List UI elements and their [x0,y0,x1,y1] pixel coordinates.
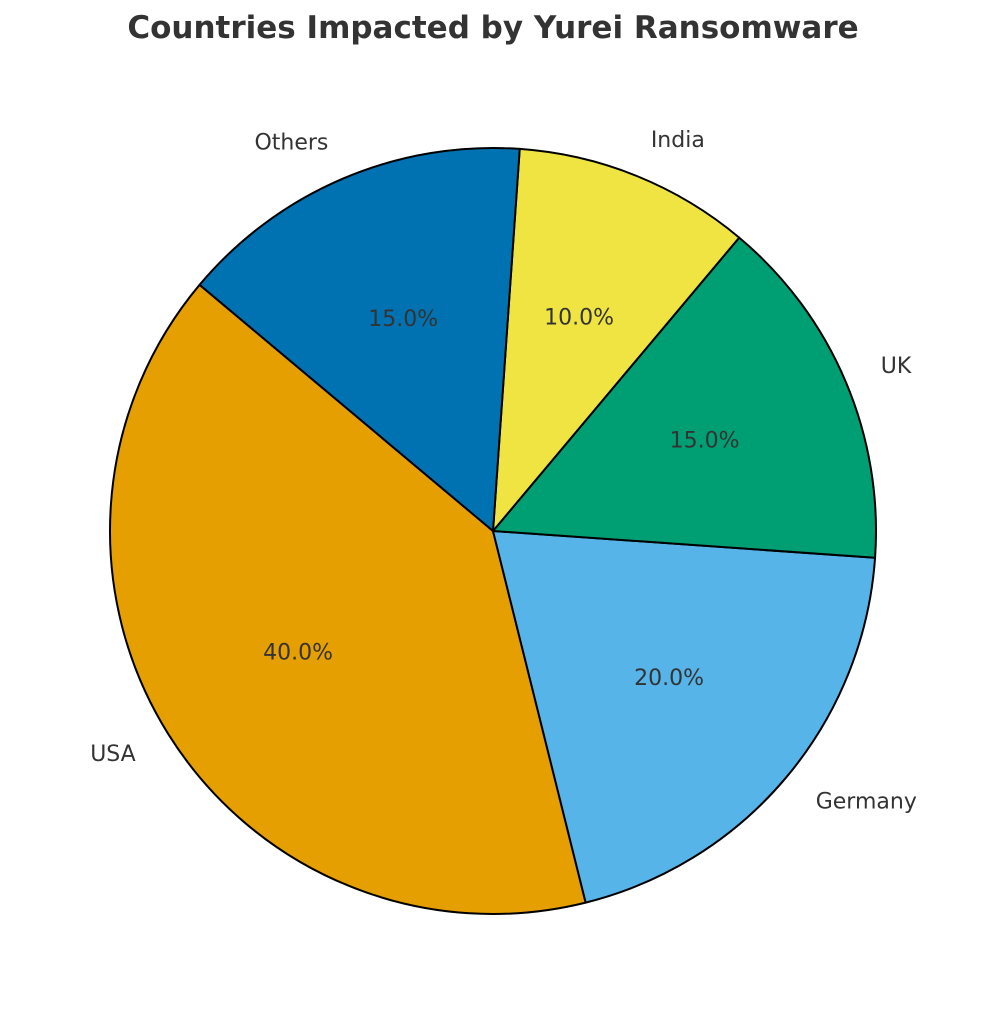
pie-category-label: India [651,128,705,153]
pie-category-labels: USA Germany UK India Others [90,128,917,814]
pie-slice-uk [492,236,877,559]
pie-percent-labels: 40.0% 20.0% 15.0% 10.0% 15.0% [263,305,739,691]
pie-percent-label: 15.0% [670,429,740,454]
pie-percent-label: 10.0% [544,305,614,330]
pie-category-label: USA [90,742,136,767]
pie-percent-label: 40.0% [263,640,333,665]
pie-percent-label: 20.0% [634,666,704,691]
pie-slice-india [492,147,741,532]
pie-category-label: UK [881,354,912,379]
pie-category-label: Germany [816,789,917,814]
pie-slices [109,147,877,915]
pie-category-label: Others [254,131,328,156]
pie-slice-usa [109,283,587,915]
pie-percent-label: 15.0% [368,307,438,332]
chart-title: Countries Impacted by Yurei Ransomware [127,10,859,46]
pie-slice-germany [492,530,877,904]
pie-slice-others [198,147,521,532]
